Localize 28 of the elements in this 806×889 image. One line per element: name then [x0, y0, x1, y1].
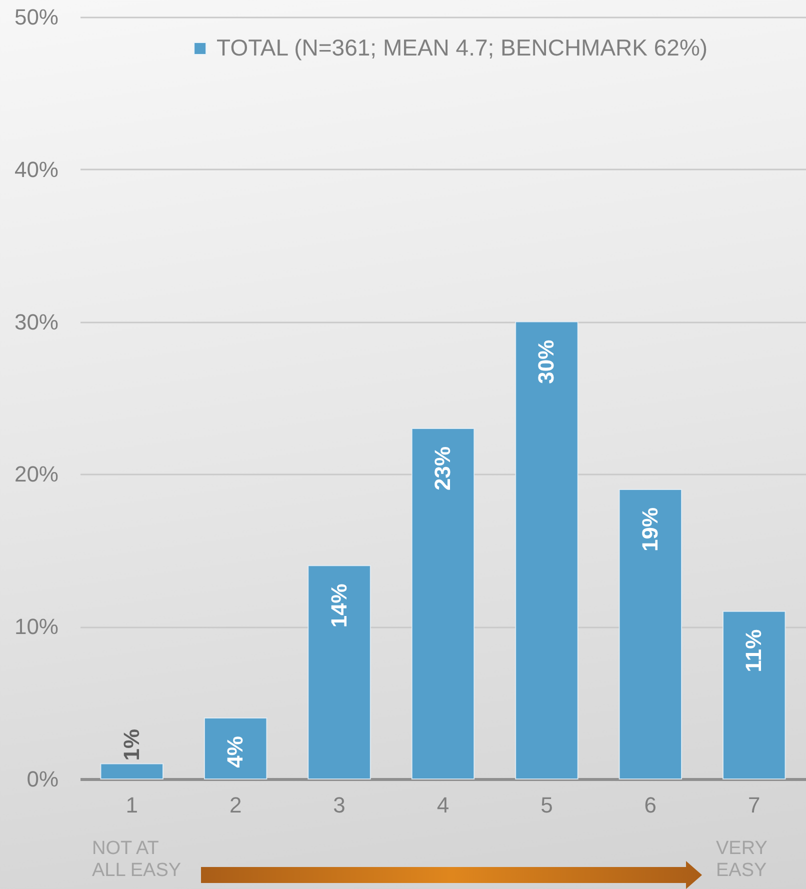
bar [722, 610, 786, 780]
x-tick-label: 6 [644, 792, 657, 818]
data-label: 14% [326, 584, 352, 628]
y-tick-label: 50% [14, 4, 58, 30]
x-tick-label: 2 [229, 792, 242, 818]
bar [515, 321, 578, 780]
y-tick-label: 10% [14, 614, 58, 640]
data-label: 11% [741, 629, 766, 672]
x-tick-label: 3 [333, 792, 346, 818]
data-label: 1% [118, 728, 144, 761]
bar [411, 428, 475, 780]
bar [308, 565, 371, 780]
data-label: 19% [637, 507, 662, 552]
y-tick-label: 40% [14, 156, 58, 182]
x-tick-label: 4 [436, 792, 450, 818]
bar [204, 718, 268, 780]
bar [100, 763, 164, 780]
y-tick-label: 0% [26, 766, 58, 792]
data-label: 30% [534, 340, 559, 384]
x-tick-label: 1 [126, 792, 138, 818]
y-tick-label: 30% [14, 309, 58, 334]
legend-label: TOTAL (N=361; MEAN 4.7; BENCHMARK 62%) [216, 34, 708, 60]
data-label: 23% [430, 446, 455, 491]
x-tick-label: 7 [748, 792, 760, 818]
data-label: 4% [222, 736, 248, 768]
y-tick-label: 20% [14, 462, 58, 487]
x-tick-label: 5 [540, 792, 553, 818]
bar [618, 488, 682, 780]
